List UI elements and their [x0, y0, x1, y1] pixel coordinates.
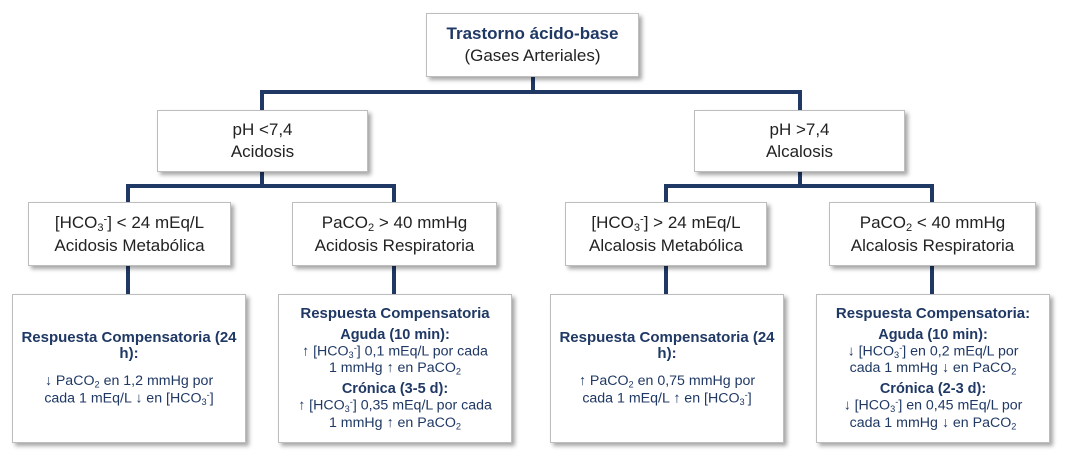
acidosis-label: Acidosis	[230, 142, 295, 161]
resp-acid-resp-aguda-line1: ↑ [HCO3-] 0,1 mEq/L por cada	[302, 342, 488, 360]
resp-alc-resp-aguda: Aguda (10 min):	[878, 326, 988, 343]
acid-met-label: Acidosis Metabólica	[54, 235, 205, 255]
acid-met-criterion: [HCO3-] < 24 mEq/L	[54, 212, 205, 234]
resp-alc-resp-heading: Respuesta Compensatoria:	[835, 304, 1031, 322]
acidosis-metabolica-node: [HCO3-] < 24 mEq/L Acidosis Metabólica	[28, 202, 231, 266]
alcalosis-metabolica-node: [HCO3-] > 24 mEq/L Alcalosis Metabólica	[565, 202, 767, 266]
acidosis-node: pH <7,4 Acidosis	[157, 110, 368, 172]
resp-alc-resp-cronica: Crónica (2-3 d):	[879, 380, 987, 397]
resp-alc-resp-cronica-line1: ↓ [HCO3-] en 0,45 mEq/L por	[843, 397, 1023, 415]
alcalosis-label: Alcalosis	[765, 142, 834, 161]
root-subtitle: (Gases Arteriales)	[464, 46, 601, 65]
resp-acid-resp-cronica-line2: 1 mmHg ↑ en PaCO2	[328, 414, 462, 431]
resp-alc-resp-cronica-line2: cada 1 mmHg ↓ en PaCO2	[849, 414, 1017, 431]
alcalosis-respiratoria-node: PaCO2 < 40 mmHg Alcalosis Respiratoria	[829, 202, 1036, 266]
connector-root-to-ph	[260, 76, 802, 112]
acidosis-respiratoria-node: PaCO2 > 40 mmHg Acidosis Respiratoria	[292, 202, 497, 266]
resp-acidosis-respiratoria: Respuesta Compensatoria Aguda (10 min): …	[278, 294, 512, 443]
resp-alc-resp-aguda-line2: cada 1 mmHg ↓ en PaCO2	[849, 360, 1017, 377]
root-title: Trastorno ácido-base	[446, 24, 619, 44]
resp-alc-met-line2: cada 1 mEq/L ↑ en [HCO3-]	[582, 390, 752, 408]
resp-acid-resp-cronica-line1: ↑ [HCO3-] 0,35 mEq/L por cada	[298, 397, 492, 415]
alc-resp-criterion: PaCO2 < 40 mmHg	[859, 212, 1006, 234]
resp-acid-met-line2: cada 1 mEq/L ↓ en [HCO3-]	[44, 390, 214, 408]
resp-alcalosis-respiratoria: Respuesta Compensatoria: Aguda (10 min):…	[816, 294, 1050, 443]
resp-acid-resp-heading: Respuesta Compensatoria	[300, 304, 490, 322]
resp-alc-met-heading: Respuesta Compensatoria (24 h):	[559, 328, 775, 363]
connector-acidosis-to-types	[126, 170, 396, 204]
connector-alcalosis-to-types	[664, 170, 934, 204]
acid-resp-criterion: PaCO2 > 40 mmHg	[321, 212, 468, 234]
alc-met-label: Alcalosis Metabólica	[588, 235, 743, 255]
alcalosis-node: pH >7,4 Alcalosis	[694, 110, 905, 172]
resp-acid-met-heading: Respuesta Compensatoria (24 h):	[21, 328, 237, 363]
resp-acid-resp-aguda: Aguda (10 min):	[340, 326, 450, 343]
resp-alc-met-line1: ↑ PaCO2 en 0,75 mmHg por	[578, 373, 756, 390]
resp-acid-resp-cronica: Crónica (3-5 d):	[341, 380, 449, 397]
acidosis-ph: pH <7,4	[232, 120, 293, 140]
acid-resp-label: Acidosis Respiratoria	[314, 235, 475, 255]
resp-alc-resp-aguda-line1: ↓ [HCO3-] en 0,2 mEq/L por	[847, 342, 1019, 360]
alc-met-criterion: [HCO3-] > 24 mEq/L	[591, 212, 741, 234]
root-node: Trastorno ácido-base (Gases Arteriales)	[426, 13, 639, 77]
alc-resp-label: Alcalosis Respiratoria	[850, 235, 1015, 255]
resp-acid-resp-aguda-line2: 1 mmHg ↑ en PaCO2	[328, 360, 462, 377]
resp-alcalosis-metabolica: Respuesta Compensatoria (24 h): ↑ PaCO2 …	[550, 294, 784, 443]
alcalosis-ph: pH >7,4	[769, 120, 830, 140]
resp-acidosis-metabolica: Respuesta Compensatoria (24 h): ↓ PaCO2 …	[12, 294, 246, 443]
resp-acid-met-line1: ↓ PaCO2 en 1,2 mmHg por	[44, 373, 214, 390]
